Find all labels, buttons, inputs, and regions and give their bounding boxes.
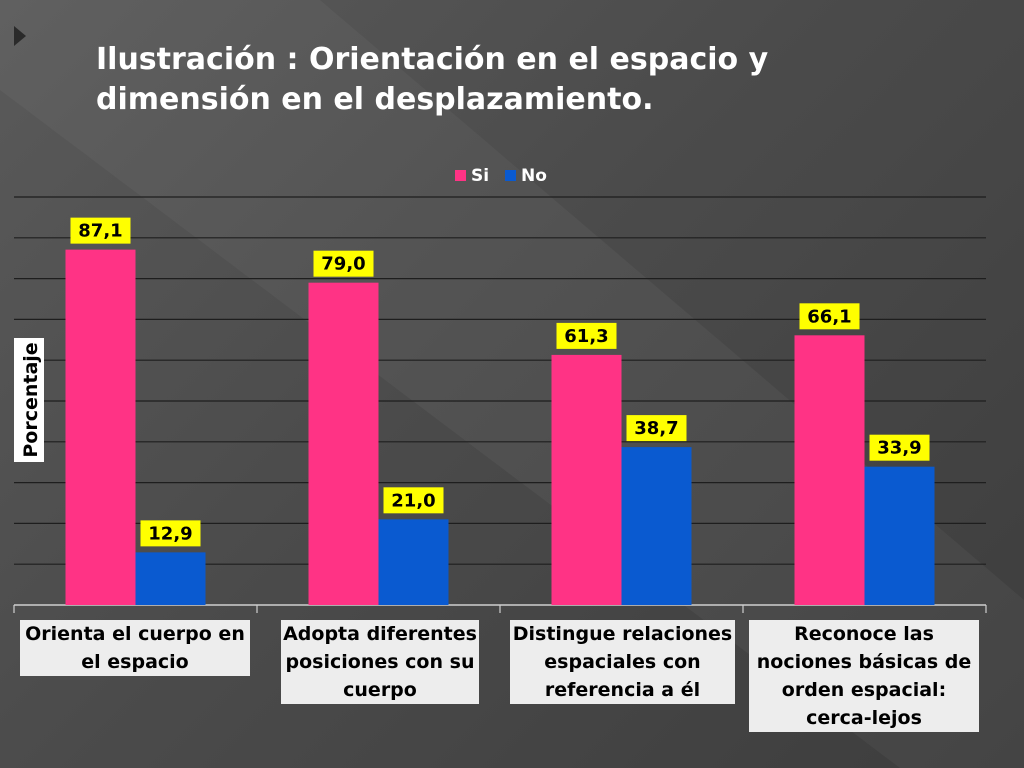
bar-si: [551, 354, 622, 605]
data-label-box: [140, 520, 201, 547]
data-label-box: [313, 250, 374, 277]
category-label: Reconoce las nociones básicas de orden e…: [749, 620, 979, 732]
data-label-box: [869, 434, 930, 461]
bar-no: [864, 466, 935, 605]
category-label: Distingue relaciones espaciales con refe…: [510, 620, 735, 704]
data-label: 12,9: [148, 523, 192, 544]
ylabel-box: [14, 338, 44, 462]
data-label-box: [70, 217, 131, 244]
category-label: Adopta diferentes posiciones con su cuer…: [281, 620, 479, 704]
y-axis-label: Porcentaje: [20, 342, 42, 457]
data-label-box: [799, 303, 860, 330]
data-label: 33,9: [877, 438, 921, 459]
data-label-box: [383, 487, 444, 514]
bar-no: [621, 447, 692, 605]
data-label-box: [556, 322, 617, 349]
bar-no: [135, 552, 206, 605]
data-label: 21,0: [391, 490, 435, 511]
data-label: 79,0: [321, 254, 365, 275]
bar-si: [794, 335, 865, 605]
category-label: Orienta el cuerpo en el espacio: [20, 620, 250, 676]
legend-label-si: Si: [471, 166, 489, 186]
data-label-box: [626, 415, 687, 442]
bullet-arrow-icon: [14, 26, 26, 46]
legend-label-no: No: [521, 166, 547, 186]
bar-si: [65, 249, 136, 605]
data-label: 87,1: [78, 221, 122, 242]
slide-title: Ilustración : Orientación en el espacio …: [96, 42, 769, 117]
legend-swatch-no: [505, 170, 516, 181]
legend-swatch-si: [455, 170, 466, 181]
data-label: 61,3: [564, 326, 608, 347]
bar-si: [308, 282, 379, 605]
data-label: 38,7: [634, 418, 678, 439]
data-label: 66,1: [807, 306, 851, 327]
bar-no: [378, 519, 449, 605]
